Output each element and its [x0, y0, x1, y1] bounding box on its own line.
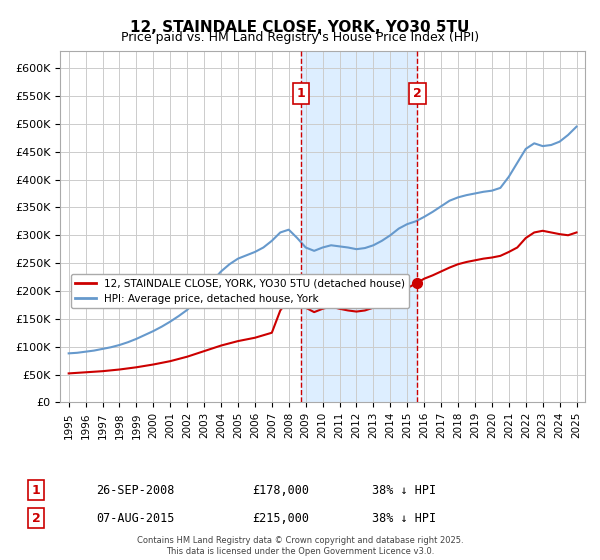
- Legend: 12, STAINDALE CLOSE, YORK, YO30 5TU (detached house), HPI: Average price, detach: 12, STAINDALE CLOSE, YORK, YO30 5TU (det…: [71, 274, 409, 308]
- Text: Contains HM Land Registry data © Crown copyright and database right 2025.
This d: Contains HM Land Registry data © Crown c…: [137, 536, 463, 556]
- Text: 2: 2: [32, 511, 40, 525]
- Text: 07-AUG-2015: 07-AUG-2015: [96, 511, 175, 525]
- Text: 12, STAINDALE CLOSE, YORK, YO30 5TU: 12, STAINDALE CLOSE, YORK, YO30 5TU: [130, 20, 470, 35]
- Text: £178,000: £178,000: [252, 483, 309, 497]
- Text: 26-SEP-2008: 26-SEP-2008: [96, 483, 175, 497]
- Text: 38% ↓ HPI: 38% ↓ HPI: [372, 511, 436, 525]
- Text: £215,000: £215,000: [252, 511, 309, 525]
- Text: 1: 1: [297, 87, 305, 100]
- Text: 38% ↓ HPI: 38% ↓ HPI: [372, 483, 436, 497]
- Text: 1: 1: [32, 483, 40, 497]
- Bar: [301, 52, 418, 403]
- Text: 2: 2: [413, 87, 422, 100]
- Text: Price paid vs. HM Land Registry's House Price Index (HPI): Price paid vs. HM Land Registry's House …: [121, 31, 479, 44]
